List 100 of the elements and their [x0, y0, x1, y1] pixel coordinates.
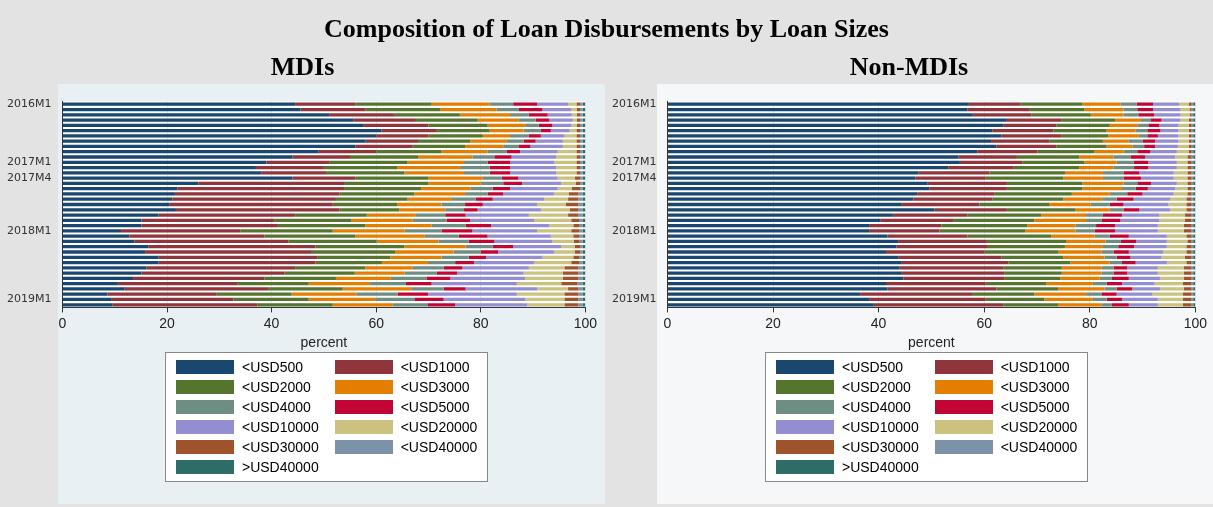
bar [369, 282, 406, 286]
bar [1113, 155, 1131, 159]
bar [979, 202, 1050, 207]
bar [428, 181, 481, 186]
bar [62, 245, 149, 249]
bar [1163, 250, 1187, 254]
bar [1084, 160, 1117, 164]
bar [489, 171, 511, 175]
bar [528, 113, 548, 117]
bar [571, 107, 577, 112]
bar [489, 128, 524, 133]
bar [565, 202, 579, 207]
bar [335, 276, 391, 281]
bar [453, 250, 481, 254]
bar [1034, 292, 1087, 296]
bar [405, 282, 432, 286]
bar [1006, 181, 1083, 186]
bar [1101, 303, 1112, 307]
bar [540, 208, 570, 212]
bar [927, 181, 1007, 186]
bar [1082, 102, 1121, 106]
bar [568, 192, 579, 196]
bar [667, 260, 902, 265]
bar [274, 218, 352, 222]
bar [941, 223, 1028, 228]
bar [1175, 187, 1188, 191]
bar [355, 144, 413, 149]
bar [487, 192, 504, 196]
bar [355, 102, 432, 106]
bar [1187, 171, 1192, 175]
bar [572, 118, 577, 122]
bar [464, 208, 478, 212]
bar [915, 176, 986, 180]
bar [465, 287, 538, 291]
bar [667, 250, 887, 254]
bar [1090, 202, 1110, 207]
bar [62, 266, 147, 270]
bar [267, 287, 343, 291]
bar [1071, 192, 1110, 196]
bar [356, 292, 398, 296]
bar [1094, 150, 1124, 154]
bar [498, 250, 554, 254]
bar [1139, 208, 1170, 212]
bar [1109, 234, 1129, 238]
bar [523, 271, 563, 275]
legend-label: <USD30000 [242, 439, 319, 455]
x-tick-label: 80 [472, 314, 489, 331]
bar [111, 297, 234, 302]
bar [667, 229, 870, 233]
bar [376, 239, 439, 244]
bar [1161, 118, 1181, 122]
bar [1182, 297, 1192, 302]
bar [255, 165, 324, 170]
chart-title: Non-MDIs [848, 52, 970, 82]
bar [264, 276, 336, 281]
chart-subtitle: MDIs [269, 52, 336, 82]
bar [1046, 282, 1093, 286]
bar [1150, 181, 1177, 186]
bar [1178, 128, 1189, 133]
legend-label: <USD3000 [400, 379, 470, 395]
bar [578, 192, 583, 196]
bar [1147, 128, 1161, 133]
bar [1130, 155, 1146, 159]
bar [1070, 260, 1110, 265]
bar [366, 213, 416, 217]
bar [561, 282, 578, 286]
bar [1159, 213, 1185, 217]
y-tick-label: 2017M4 [612, 170, 657, 184]
bar [1105, 239, 1121, 244]
bar [1186, 202, 1192, 207]
bar [1113, 271, 1128, 275]
bar [392, 303, 428, 307]
bar [1144, 144, 1156, 149]
bar [562, 276, 579, 281]
bar [542, 107, 572, 112]
bar [1135, 187, 1148, 191]
bar [62, 229, 122, 233]
bar [62, 287, 125, 291]
bar [989, 171, 1065, 175]
bar [549, 118, 573, 122]
bar [1051, 234, 1095, 238]
bar [667, 102, 969, 106]
bar [1120, 218, 1160, 222]
bar [62, 150, 319, 154]
bar [1166, 239, 1188, 244]
bar [1121, 282, 1155, 286]
bar [994, 192, 1072, 196]
bar [510, 113, 529, 117]
bar [62, 118, 354, 122]
bar [1159, 123, 1179, 127]
x-axis-title: percent [908, 334, 955, 351]
bar [450, 276, 526, 281]
bar [62, 155, 293, 159]
bar [464, 171, 490, 175]
bar [1178, 139, 1189, 143]
bar [257, 303, 333, 307]
bar [1115, 223, 1158, 228]
bar [1150, 150, 1177, 154]
bar [1101, 218, 1121, 222]
bar [62, 160, 267, 164]
